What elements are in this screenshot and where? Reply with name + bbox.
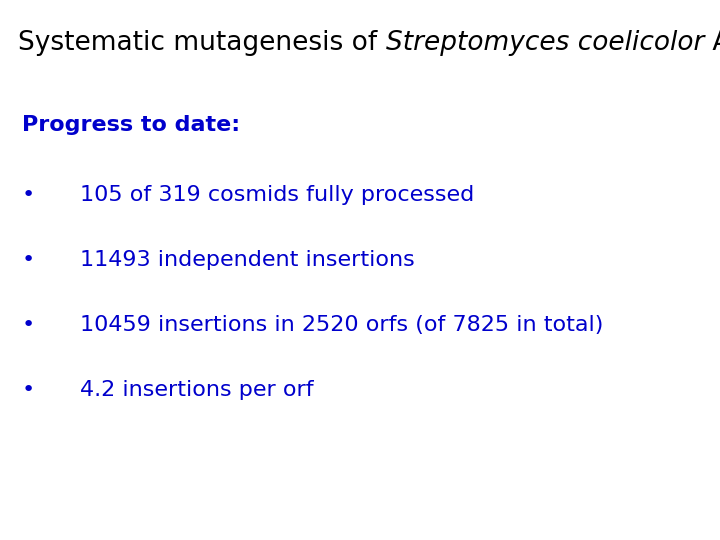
Text: 4.2 insertions per orf: 4.2 insertions per orf — [80, 380, 314, 400]
Text: •: • — [22, 380, 35, 400]
Text: Systematic mutagenesis of: Systematic mutagenesis of — [18, 30, 386, 56]
Text: •: • — [22, 250, 35, 270]
Text: 10459 insertions in 2520 orfs (of 7825 in total): 10459 insertions in 2520 orfs (of 7825 i… — [80, 315, 603, 335]
Text: Streptomyces coelicolor: Streptomyces coelicolor — [386, 30, 704, 56]
Text: Progress to date:: Progress to date: — [22, 115, 240, 135]
Text: •: • — [22, 185, 35, 205]
Text: A3(2): A3(2) — [704, 30, 720, 56]
Text: 105 of 319 cosmids fully processed: 105 of 319 cosmids fully processed — [80, 185, 474, 205]
Text: 11493 independent insertions: 11493 independent insertions — [80, 250, 415, 270]
Text: •: • — [22, 315, 35, 335]
